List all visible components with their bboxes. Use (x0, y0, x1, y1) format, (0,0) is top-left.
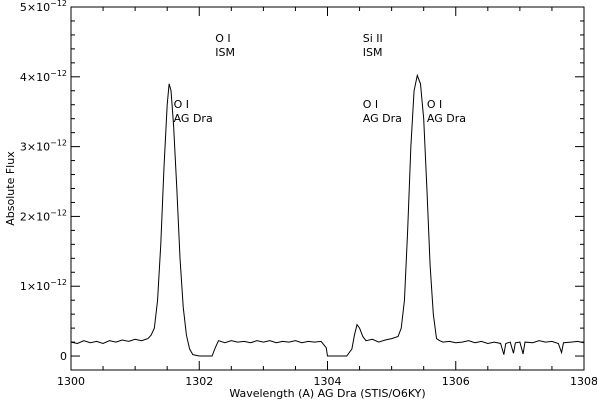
y-tick-label: 2×10−12 (20, 208, 67, 223)
x-tick-label: 1306 (442, 375, 470, 388)
spectrum-line (70, 73, 585, 357)
annotation-line1: Si II (363, 32, 383, 45)
y-axis-label: Absolute Flux (4, 151, 17, 226)
x-tick-label: 1308 (570, 375, 597, 388)
annotation-line2: ISM (215, 46, 235, 59)
annotation-line1: O I (174, 98, 189, 111)
annotation-line2: AG Dra (174, 112, 213, 125)
annotation-line2: ISM (363, 46, 383, 59)
x-tick-label: 1302 (185, 375, 213, 388)
annotation-line1: O I (363, 98, 378, 111)
x-axis: 1300 1302 1304 1306 1308 (57, 7, 597, 388)
y-tick-label: 3×10−12 (20, 139, 67, 154)
annotation-line2: AG Dra (427, 112, 466, 125)
x-tick-label: 1300 (57, 375, 85, 388)
annotation-line1: O I (215, 32, 230, 45)
y-tick-label: 0 (60, 350, 67, 363)
annotation-line2: AG Dra (363, 112, 402, 125)
y-tick-label: 4×10−12 (20, 69, 67, 84)
y-axis: 0 1×10−12 2×10−12 3×10−12 4×10−12 5×10−12 (20, 0, 584, 363)
annotation-line1: O I (427, 98, 442, 111)
y-tick-label: 1×10−12 (20, 278, 67, 293)
y-tick-label: 5×10−12 (20, 0, 67, 14)
x-axis-label: Wavelength (A) AG Dra (STIS/O6KY) (229, 387, 425, 400)
x-tick-label: 1304 (314, 375, 342, 388)
